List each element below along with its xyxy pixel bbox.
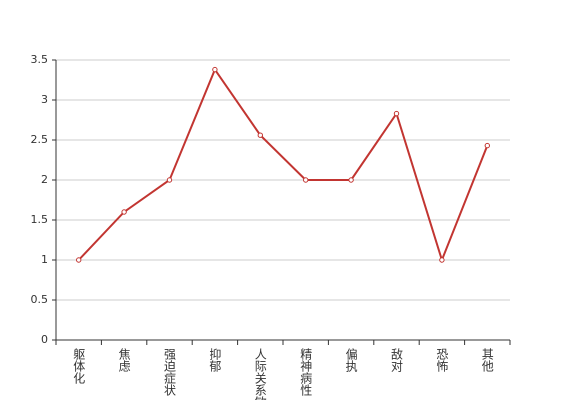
y-tick-label: 3 — [41, 93, 48, 106]
x-tick-label: 躯体化 — [72, 347, 86, 385]
point — [303, 177, 309, 183]
x-tick-label: 恐怖 — [435, 348, 449, 372]
y-tick-label: 2 — [41, 173, 48, 186]
point — [212, 66, 218, 73]
x-tick-label: 强迫症状 — [163, 348, 177, 396]
x-tick-label: 其他 — [480, 348, 494, 372]
x-tick-label: 敌对 — [390, 347, 404, 372]
point — [257, 132, 263, 138]
point — [348, 177, 354, 183]
y-tick-label: 3.5 — [31, 53, 49, 66]
point — [76, 257, 82, 263]
y-tick-label: 1 — [41, 253, 48, 266]
x-tick-label: 偏执 — [344, 347, 358, 373]
x-tick-label: 焦虑 — [117, 348, 131, 372]
point — [121, 209, 127, 215]
y-tick-label: 1.5 — [31, 213, 49, 226]
point — [166, 177, 173, 183]
x-tick-label: 人际关系敏感 — [253, 348, 267, 400]
x-tick-label: 精神病性 — [299, 348, 313, 397]
y-tick-label: 0 — [41, 333, 48, 346]
x-tick-label: 抑郁 — [208, 347, 222, 373]
line — [77, 67, 489, 264]
y-tick-label: 2.5 — [31, 133, 49, 146]
point — [393, 110, 400, 117]
point — [439, 257, 445, 263]
point — [484, 142, 490, 149]
y-tick-label: 0.5 — [31, 293, 49, 306]
